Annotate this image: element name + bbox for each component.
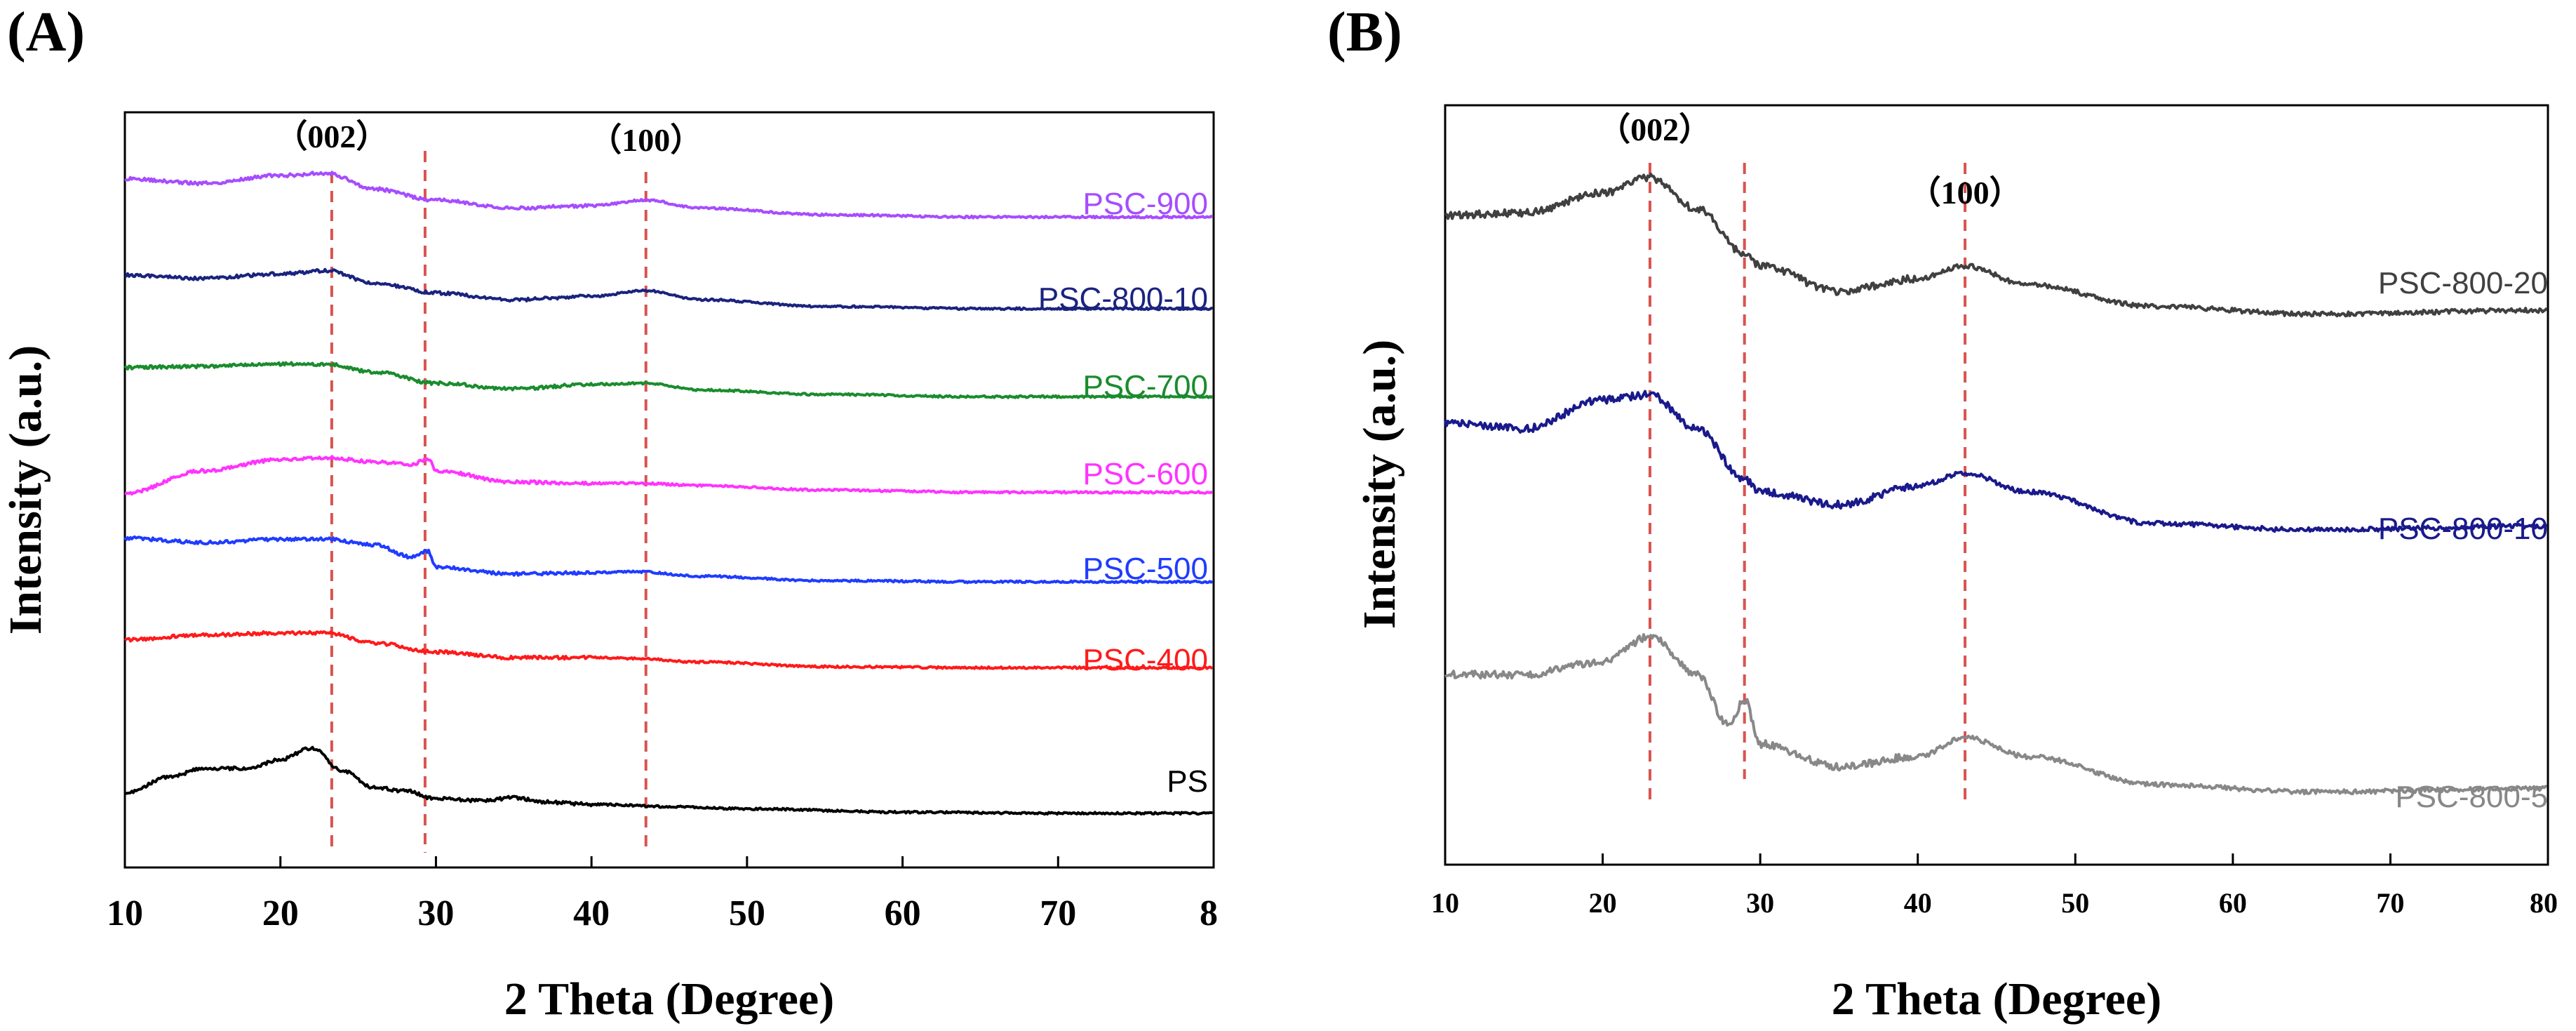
x-ticks-b: 10 20 30 40 50 60 70 80 <box>1431 853 2558 919</box>
series-label-a-psc-500: PSC-500 <box>1082 552 1208 586</box>
series-label-b-psc-800-5: PSC-800-5 <box>2395 780 2548 814</box>
x-tick-label-a-4: 40 <box>573 893 610 933</box>
x-tick-label-b-4: 40 <box>1904 887 1932 919</box>
reference-lines-a <box>330 151 648 853</box>
peak-labels-a: （002） （100） <box>275 119 702 158</box>
x-tick-label-a-2: 20 <box>262 893 299 933</box>
panel-a: (A) PSC-900 PSC-800-10 PSC-700 PSC-600 PSC-5… <box>0 1 1218 1025</box>
plot-frame-b <box>1444 104 2549 866</box>
series-line-b-psc-800-10 <box>1444 390 2548 533</box>
series-label-a-psc-400: PSC-400 <box>1082 643 1208 677</box>
plot-frame-a <box>123 111 1215 869</box>
series-line-a-psc-800-10 <box>124 267 1213 312</box>
peak-label-b-1: （002） <box>1598 112 1711 147</box>
peak-label-b-2: （100） <box>1909 175 2022 211</box>
peak-label-a-1: （002） <box>275 119 388 154</box>
x-tick-label-a-7: 70 <box>1040 893 1076 933</box>
peak-labels-b: （002） （100） <box>1598 112 2021 211</box>
x-tick-label-b-2: 20 <box>1589 887 1617 919</box>
x-axis-title-b: 2 Theta (Degree) <box>1832 973 2161 1025</box>
series-label-b-psc-800-10: PSC-800-10 <box>2378 512 2548 546</box>
x-tick-label-b-8: 80 <box>2530 887 2558 919</box>
x-tick-label-a-6: 60 <box>885 893 921 933</box>
series-label-a-psc-900: PSC-900 <box>1082 187 1208 221</box>
series-label-a-psc-800-10: PSC-800-10 <box>1038 281 1208 316</box>
series-line-a-psc-700 <box>123 361 1214 399</box>
series-labels-b: PSC-800-20 PSC-800-10 PSC-800-5 <box>2378 266 2548 814</box>
x-tick-label-b-7: 70 <box>2376 887 2404 919</box>
series-group-b <box>1444 173 2548 796</box>
series-labels-a: PSC-900 PSC-800-10 PSC-700 PSC-600 PSC-500 PS… <box>1038 187 1208 799</box>
x-tick-label-a-8: 8 <box>1200 893 1218 933</box>
reference-lines-b <box>1648 163 1967 800</box>
panel-b-letter: (B) <box>1327 1 1402 63</box>
series-line-a-psc-400 <box>124 630 1214 670</box>
panel-a-letter: (A) <box>7 1 85 63</box>
x-tick-label-b-1: 10 <box>1431 887 1459 919</box>
series-label-a-psc-700: PSC-700 <box>1082 369 1208 404</box>
series-line-b-psc-800-20 <box>1444 173 2548 318</box>
x-tick-label-a-5: 50 <box>729 893 765 933</box>
series-line-b-psc-800-5 <box>1444 633 2547 796</box>
y-axis-title-b: Intensity (a.u.) <box>1354 340 1405 630</box>
series-label-a-psc-600: PSC-600 <box>1082 457 1208 491</box>
x-tick-label-b-3: 30 <box>1746 887 1774 919</box>
series-label-b-psc-800-20: PSC-800-20 <box>2378 266 2548 300</box>
series-label-a-ps: PS <box>1167 764 1208 799</box>
series-line-a-ps <box>124 745 1213 816</box>
x-ticks-a: 10 20 30 40 50 60 70 8 <box>107 856 1218 933</box>
y-axis-title-a: Intensity (a.u.) <box>0 345 51 635</box>
x-tick-label-b-5: 50 <box>2061 887 2089 919</box>
peak-label-a-2: （100） <box>589 122 702 158</box>
series-line-a-psc-900 <box>124 171 1214 220</box>
x-tick-label-a-3: 30 <box>417 893 454 933</box>
x-tick-label-b-6: 60 <box>2219 887 2247 919</box>
series-line-a-psc-600 <box>124 455 1214 496</box>
series-line-a-psc-500 <box>123 535 1214 585</box>
series-group-a <box>123 171 1214 816</box>
x-tick-label-a-1: 10 <box>107 893 143 933</box>
x-axis-title-a: 2 Theta (Degree) <box>504 973 834 1025</box>
